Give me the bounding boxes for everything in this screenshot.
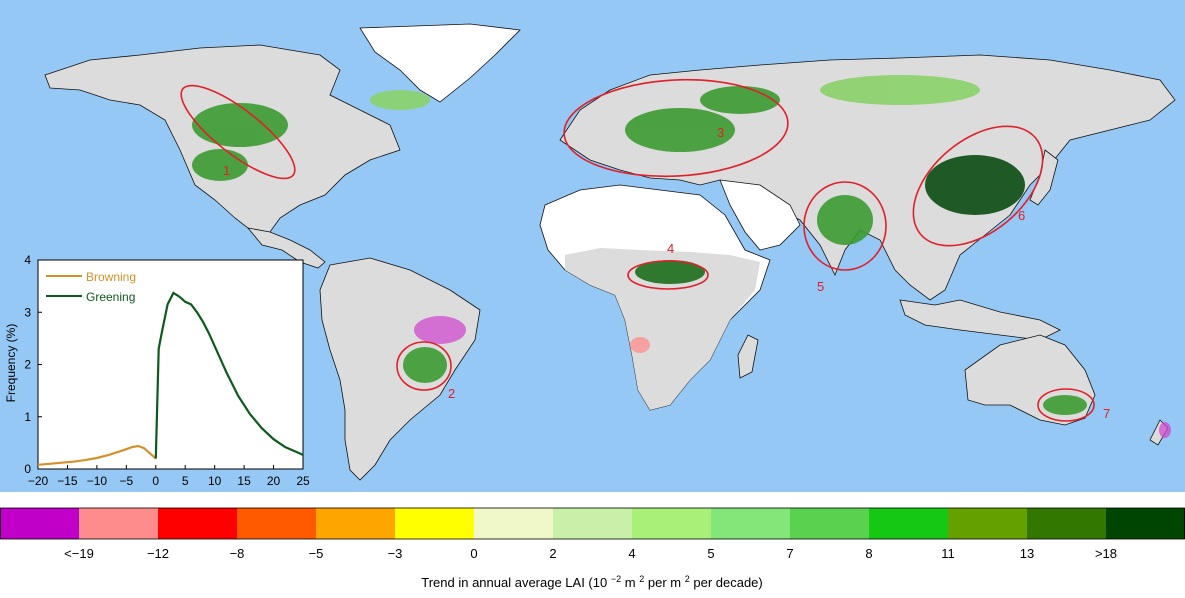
inset-ticks: −20 −15 −10 −5 0 5 10 15 20 25 0 1 2 3 4	[24, 253, 310, 488]
legend-tick-label: 11	[941, 546, 955, 561]
inset-x-tick-label: 15	[237, 474, 251, 488]
inset-plot-frame	[37, 259, 304, 470]
region-6-label: 6	[1018, 208, 1025, 223]
inset-x-tick-label: −5	[119, 474, 133, 488]
color-scale-legend: <−19 −12 −8 −5 −3 0 2 4 5 7 8 11 13 >18 Trend in annu…	[0, 507, 1185, 590]
legend-tick-label: >18	[1095, 546, 1117, 561]
legend-tick-label: <−19	[64, 546, 94, 561]
legend-swatch	[0, 508, 80, 539]
inset-y-tick-label: 0	[24, 462, 31, 476]
region-4-label: 4	[667, 241, 674, 256]
legend-browning-label: Browning	[86, 270, 136, 284]
legend-tick-label: −5	[309, 546, 324, 561]
region-ellipses	[180, 78, 1095, 422]
legend-swatches	[0, 507, 1185, 540]
frequency-inset-chart: −20 −15 −10 −5 0 5 10 15 20 25 0 1 2 3 4 Frequency (%)…	[4, 253, 310, 488]
region-5-label: 5	[817, 279, 824, 294]
landmass-south-america	[319, 257, 481, 481]
region-4-ellipse	[627, 260, 709, 290]
legend-greening-label: Greening	[86, 290, 135, 304]
legend-tick-label: 8	[865, 546, 872, 561]
inset-x-tick-label: 25	[296, 474, 310, 488]
legend-tick-label: −8	[230, 546, 245, 561]
legend-title-exp2: 2	[639, 574, 644, 584]
legend-swatch	[316, 508, 396, 539]
legend-ticks: <−19 −12 −8 −5 −3 0 2 4 5 7 8 11 13 >18	[64, 546, 1117, 561]
region-7-label: 7	[1103, 406, 1110, 421]
legend-tick-label: −3	[388, 546, 403, 561]
legend-tick-label: 4	[628, 546, 635, 561]
landmass-madagascar	[737, 334, 759, 379]
inset-x-tick-label: 0	[152, 474, 159, 488]
inset-x-tick-label: −10	[87, 474, 108, 488]
inset-lines	[37, 291, 304, 466]
world-map: 1 2 3 4 5 6 7 −20 −15 −10 −5 0 5 10 15 20 2501234…	[0, 0, 1185, 492]
inset-x-tick-label: 5	[182, 474, 189, 488]
legend-tick-label: 2	[549, 546, 556, 561]
legend-swatch	[1106, 508, 1185, 539]
inset-x-tick-label: 10	[208, 474, 222, 488]
landmass-central-america	[246, 227, 326, 269]
legend-swatch	[869, 508, 949, 539]
inset-y-tick-label: 2	[24, 358, 31, 372]
inset-y-tick-label: 1	[24, 410, 31, 424]
region-1-label: 1	[223, 163, 230, 178]
region-6-ellipse	[912, 125, 1044, 247]
inset-y-tick-label: 4	[24, 253, 31, 267]
legend-title: Trend in annual average LAI (10 −2 m 2 p…	[421, 570, 763, 590]
legend-tick-label: 7	[786, 546, 793, 561]
legend-title-prefix: Trend in annual average LAI (10	[421, 575, 607, 590]
series-line-browning	[37, 444, 157, 466]
legend-tick-label: 13	[1020, 546, 1034, 561]
region-1-ellipse	[180, 84, 296, 180]
legend-swatch	[237, 508, 317, 539]
legend-swatch	[711, 508, 791, 539]
legend-swatch	[158, 508, 238, 539]
legend-swatch	[474, 508, 554, 539]
legend-swatch	[790, 508, 870, 539]
legend-swatch	[948, 508, 1028, 539]
legend-swatch	[553, 508, 633, 539]
landmass-indonesia	[899, 299, 1061, 341]
series-line-greening	[154, 291, 304, 459]
legend-tick-label: 0	[470, 546, 477, 561]
region-2-label: 2	[448, 386, 455, 401]
legend-title-exp3: 2	[685, 574, 690, 584]
legend-title-mid2: per m	[648, 575, 681, 590]
inset-y-tick-label: 3	[24, 305, 31, 319]
legend-swatch	[79, 508, 159, 539]
africa-vegetation	[565, 248, 760, 410]
legend-swatch	[395, 508, 475, 539]
region-7-ellipse	[1037, 388, 1095, 422]
legend-tick-label: −12	[147, 546, 169, 561]
legend-title-suffix: per decade)	[693, 575, 762, 590]
landmass-greenland	[359, 23, 521, 103]
browning-patches	[414, 316, 1171, 438]
region-labels: 1 2 3 4 5 6 7	[223, 125, 1110, 421]
region-5-ellipse	[803, 181, 887, 271]
legend-title-exp1: −2	[611, 574, 621, 584]
inset-legend: Browning Greening	[46, 270, 136, 304]
inset-y-axis-label: Frequency (%)	[4, 324, 18, 403]
region-3-ellipse	[563, 78, 789, 178]
legend-swatch	[632, 508, 712, 539]
inset-x-tick-label: 20	[267, 474, 281, 488]
region-2-ellipse	[396, 341, 452, 391]
landmass-arabia	[719, 179, 801, 251]
inset-x-tick-label: −20	[28, 474, 49, 488]
inset-x-tick-label: −15	[57, 474, 78, 488]
legend-title-mid1: m	[625, 575, 636, 590]
region-3-label: 3	[717, 125, 724, 140]
legend-tick-label: 5	[707, 546, 714, 561]
greening-patches	[192, 75, 1087, 415]
legend-swatch	[1027, 508, 1107, 539]
